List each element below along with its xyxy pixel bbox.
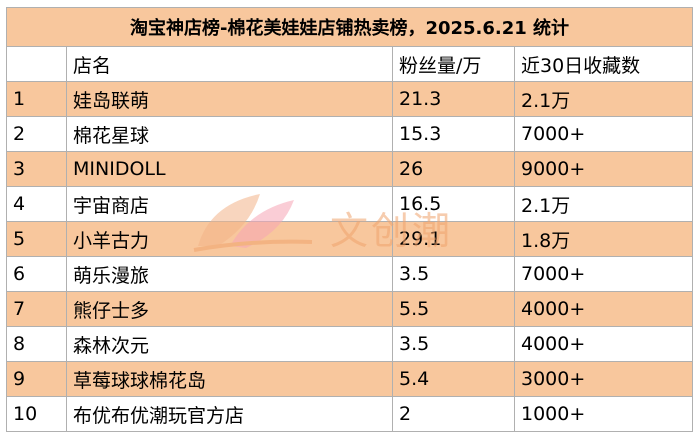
header-shop-name: 店名 [66,46,393,82]
header-rank [6,46,67,82]
fans-cell: 5.4 [392,361,515,397]
shop-name-cell: 萌乐漫旅 [66,256,393,292]
favorites-cell: 2.1万 [513,186,694,222]
shop-name-cell: 布优布优潮玩官方店 [66,396,393,432]
table-row: 1 娃岛联萌 21.3 2.1万 [6,81,694,117]
table-title: 淘宝神店榜-棉花美娃娃店铺热卖榜，2025.6.21 统计 [5,7,694,47]
fans-cell: 16.5 [392,186,515,222]
favorites-cell: 1.8万 [513,221,694,257]
table-row: 7 熊仔士多 5.5 4000+ [6,291,694,327]
shop-name-cell: 森林次元 [66,326,393,362]
rank-cell: 4 [6,186,67,222]
table-row: 3 MINIDOLL 26 9000+ [6,151,694,187]
favorites-cell: 7000+ [513,256,694,292]
fans-cell: 21.3 [392,81,515,117]
rank-cell: 10 [6,396,67,432]
fans-cell: 15.3 [392,116,515,152]
rank-cell: 6 [6,256,67,292]
rank-cell: 8 [6,326,67,362]
shop-name-cell: 草莓球球棉花岛 [66,361,393,397]
table-row: 9 草莓球球棉花岛 5.4 3000+ [6,361,694,397]
favorites-cell: 2.1万 [513,81,694,117]
header-fans: 粉丝量/万 [392,46,515,82]
favorites-cell: 9000+ [513,151,694,187]
shop-name-cell: 宇宙商店 [66,186,393,222]
favorites-cell: 7000+ [513,116,694,152]
rank-cell: 5 [6,221,67,257]
shop-name-cell: 小羊古力 [66,221,393,257]
fans-cell: 5.5 [392,291,515,327]
header-row: 店名 粉丝量/万 近30日收藏数 [6,46,694,82]
table-row: 4 宇宙商店 16.5 2.1万 [6,186,694,222]
favorites-cell: 4000+ [513,291,694,327]
rank-cell: 2 [6,116,67,152]
fans-cell: 26 [392,151,515,187]
shop-name-cell: 棉花星球 [66,116,393,152]
favorites-cell: 1000+ [513,396,694,432]
rank-cell: 9 [6,361,67,397]
rank-cell: 3 [6,151,67,187]
header-favorites: 近30日收藏数 [513,46,694,82]
title-row: 淘宝神店榜-棉花美娃娃店铺热卖榜，2025.6.21 统计 [5,7,694,47]
table-row: 10 布优布优潮玩官方店 2 1000+ [6,396,694,432]
ranking-table: 淘宝神店榜-棉花美娃娃店铺热卖榜，2025.6.21 统计 店名 粉丝量/万 近… [5,7,694,432]
fans-cell: 29.1 [392,221,515,257]
favorites-cell: 4000+ [513,326,694,362]
table-row: 8 森林次元 3.5 4000+ [6,326,694,362]
fans-cell: 3.5 [392,326,515,362]
rank-cell: 7 [6,291,67,327]
shop-name-cell: 娃岛联萌 [66,81,393,117]
fans-cell: 2 [392,396,515,432]
shop-name-cell: 熊仔士多 [66,291,393,327]
table-row: 6 萌乐漫旅 3.5 7000+ [6,256,694,292]
shop-name-cell: MINIDOLL [66,151,393,187]
rank-cell: 1 [6,81,67,117]
table-row: 2 棉花星球 15.3 7000+ [6,116,694,152]
fans-cell: 3.5 [392,256,515,292]
table-row: 5 小羊古力 29.1 1.8万 [6,221,694,257]
favorites-cell: 3000+ [513,361,694,397]
